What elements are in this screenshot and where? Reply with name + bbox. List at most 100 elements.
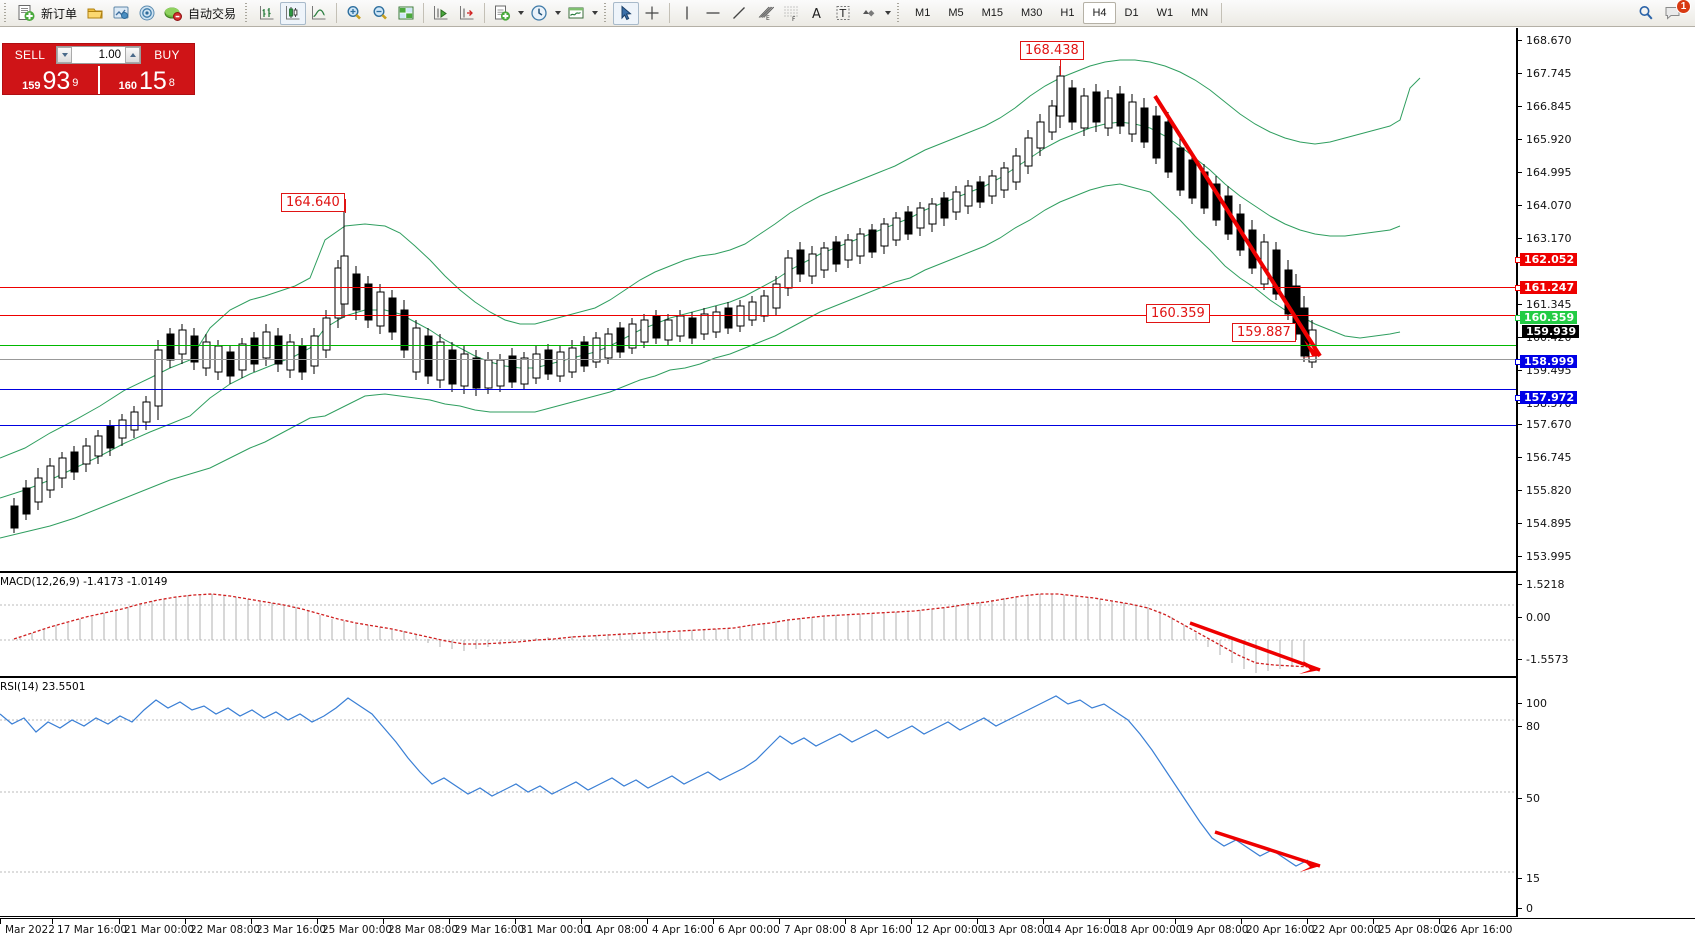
toolbar-grip[interactable] [3, 3, 10, 23]
templates-dropdown-caret[interactable] [589, 2, 600, 24]
note-164640[interactable]: 164.640 [281, 193, 345, 212]
auto-trading-label[interactable]: 自动交易 [188, 6, 237, 21]
folder-icon[interactable] [82, 2, 108, 25]
timeframe-h1[interactable]: H1 [1060, 7, 1075, 19]
timeframe-h4[interactable]: H4 [1083, 2, 1116, 24]
shapes-icon[interactable] [856, 2, 882, 25]
timeframe-d1[interactable]: D1 [1124, 7, 1139, 19]
price-tick: 154.895 [1518, 517, 1572, 530]
rsi-downtrend-arrow[interactable] [1214, 830, 1321, 872]
toolbar-grip-4[interactable] [896, 3, 904, 23]
price-line-158999[interactable] [0, 389, 1516, 390]
timeframe-w1[interactable]: W1 [1156, 7, 1174, 19]
macd-pane[interactable]: MACD(12,26,9) -1.4173 -1.0149 [0, 575, 1516, 678]
period-dropdown-caret[interactable] [552, 2, 563, 24]
trendline-icon[interactable] [726, 2, 752, 25]
macd-tick: -1.5573 [1518, 653, 1568, 666]
add-indicator-icon[interactable] [489, 2, 515, 25]
price-axis[interactable]: 168.670 167.745 166.845 165.920 164.995 … [1515, 28, 1695, 917]
buy-price-mid: 15 [138, 67, 167, 95]
data-window-icon[interactable] [393, 2, 419, 25]
time-tick: 13 Apr 08:00 [976, 919, 1051, 936]
price-badge-162052[interactable]: 162.052 [1515, 253, 1578, 266]
shapes-dropdown-caret[interactable] [882, 2, 893, 24]
vertical-line-icon[interactable] [674, 2, 700, 25]
toolbar-grip-3[interactable] [603, 3, 611, 23]
time-tick: 20 Apr 16:00 [1240, 919, 1315, 936]
price-badge-161247[interactable]: 161.247 [1515, 281, 1578, 294]
toolbar-separator-4 [669, 3, 671, 23]
volume-input[interactable]: 1.00 [98, 49, 121, 61]
note-159887[interactable]: 159.887 [1232, 323, 1296, 342]
bar-chart-icon[interactable] [254, 2, 280, 25]
templates-icon[interactable] [563, 2, 589, 25]
time-tick: 12 Apr 00:00 [910, 919, 985, 936]
volume-increase-button[interactable] [125, 47, 140, 63]
price-line-159939[interactable] [0, 359, 1516, 360]
timeframe-m5[interactable]: M5 [948, 7, 964, 19]
alerts-icon[interactable]: 1 [1659, 0, 1691, 25]
timeframe-mn[interactable]: MN [1191, 7, 1209, 19]
timeframe-m15[interactable]: M15 [981, 7, 1003, 19]
profiles-icon[interactable] [108, 2, 134, 25]
main-toolbar: 新订单 自动交易 [0, 0, 1695, 27]
candlestick-series [10, 66, 1317, 533]
andrews-pitchfork-icon[interactable]: F [778, 2, 804, 25]
zoom-in-icon[interactable] [341, 2, 367, 25]
time-tick: 31 Mar 00:00 [514, 919, 591, 936]
price-line-161247[interactable] [0, 315, 1516, 316]
price-line-160359[interactable] [0, 345, 1516, 346]
buy-button[interactable]: BUY [154, 48, 180, 62]
text-icon[interactable]: A [804, 2, 830, 25]
new-order-icon[interactable] [13, 2, 39, 25]
price-tick: 164.995 [1518, 166, 1572, 179]
auto-trading-icon[interactable] [160, 2, 186, 25]
price-line-157972[interactable] [0, 425, 1516, 426]
one-click-trade-panel[interactable]: SELL 1.00 BUY 159 93 9 160 15 8 [2, 43, 195, 95]
line-chart-icon[interactable] [306, 2, 332, 25]
new-order-label[interactable]: 新订单 [41, 6, 78, 21]
time-tick: 18 Apr 00:00 [1108, 919, 1183, 936]
sell-button[interactable]: SELL [14, 48, 46, 62]
macd-downtrend-arrow[interactable] [1189, 621, 1321, 674]
macd-label: MACD(12,26,9) -1.4173 -1.0149 [0, 576, 168, 588]
price-badge-160359[interactable]: 160.359 [1515, 311, 1578, 324]
price-tick: 163.170 [1518, 232, 1572, 245]
toolbar-grip-2[interactable] [244, 3, 252, 23]
time-tick: 7 Apr 08:00 [779, 919, 846, 936]
volume-decrease-button[interactable] [57, 47, 72, 63]
rsi-pane[interactable]: RSI(14) 23.5501 [0, 680, 1516, 917]
buy-price-big: 160 [118, 80, 137, 92]
indicator-dropdown-caret[interactable] [515, 2, 526, 24]
sell-price-sup: 9 [72, 77, 79, 89]
time-tick: 17 Mar 16:00 [51, 919, 128, 936]
volume-stepper[interactable]: 1.00 [56, 46, 141, 64]
macd-tick: 0.00 [1518, 611, 1551, 624]
buy-price[interactable]: 160 15 8 [97, 66, 195, 95]
market-watch-icon[interactable] [134, 2, 160, 25]
main-chart-pane[interactable] [0, 28, 1516, 573]
main-downtrend-arrow[interactable] [1153, 94, 1322, 358]
price-badge-158999[interactable]: 158.999 [1515, 355, 1578, 368]
period-icon[interactable] [526, 2, 552, 25]
price-tick: 157.670 [1518, 418, 1572, 431]
note-160359[interactable]: 160.359 [1146, 304, 1210, 323]
price-line-162052[interactable] [0, 287, 1516, 288]
text-label-icon[interactable]: T [830, 2, 856, 25]
price-badge-157972[interactable]: 157.972 [1515, 391, 1578, 404]
timeframe-m1[interactable]: M1 [915, 7, 931, 19]
search-icon[interactable] [1633, 2, 1659, 25]
auto-scroll-icon[interactable] [428, 2, 454, 25]
timeframe-m30[interactable]: M30 [1021, 7, 1043, 19]
candlestick-chart-icon[interactable] [280, 1, 307, 25]
sell-price[interactable]: 159 93 9 [3, 66, 98, 94]
zoom-out-icon[interactable] [367, 2, 393, 25]
crosshair-icon[interactable] [639, 2, 665, 25]
chart-shift-icon[interactable] [454, 2, 480, 25]
fibonacci-icon[interactable]: E [752, 2, 778, 25]
note-168438[interactable]: 168.438 [1020, 41, 1084, 60]
horizontal-line-icon[interactable] [700, 2, 726, 25]
time-axis[interactable]: Mar 2022 17 Mar 16:00 21 Mar 00:00 22 Ma… [0, 918, 1695, 945]
time-tick: 1 Apr 08:00 [581, 919, 648, 936]
cursor-icon[interactable] [613, 1, 640, 25]
